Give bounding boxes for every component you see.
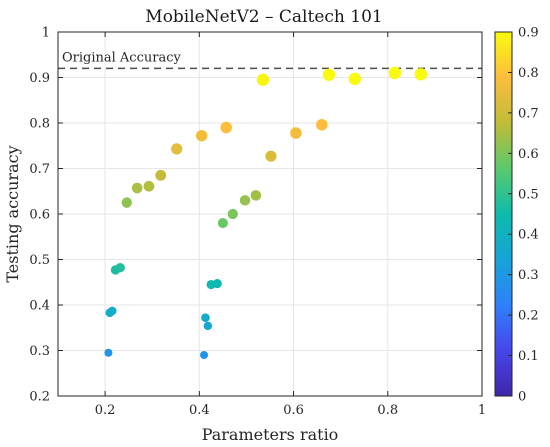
colorbar-tick-label: 0.7 [518,106,539,121]
colorbar-tick-label: 0.6 [518,147,539,162]
y-tick-label: 0.7 [29,162,50,177]
colorbar-tick-label: 0.8 [518,66,539,81]
x-tick-label: 0.2 [95,403,116,418]
colorbar-tick-label: 0.4 [518,228,539,243]
y-tick-label: 0.2 [29,390,50,405]
y-tick-label: 0.4 [29,299,50,314]
colorbar-ticks: 0 0.1 0.2 0.3 0.4 0.5 0.6 0.7 0.8 0.9 [508,26,539,405]
data-point [115,262,125,273]
data-point [290,127,302,139]
data-point [121,197,132,208]
x-axis-label: Parameters ratio [202,425,339,444]
y-tick-label: 0.8 [29,117,50,132]
y-axis-label: Testing accuracy [3,145,22,282]
data-point [217,218,228,229]
colorbar-tick-label: 0.2 [518,309,539,324]
data-point [239,195,251,206]
x-tick-label: 1 [478,403,486,418]
colorbar-frame [494,31,513,397]
original-accuracy-label: Original Accuracy [62,50,181,65]
colorbar-tick-label: 0.5 [518,187,539,202]
data-point [212,279,222,289]
data-point [388,66,402,80]
data-point [195,130,208,142]
y-tick-label: 0.9 [29,71,50,86]
data-point [104,348,113,357]
data-point [203,321,213,331]
data-point [200,351,209,360]
colorbar-tick-label: 0.1 [518,349,539,364]
data-point [131,182,143,194]
data-point [256,73,270,86]
colorbar [495,32,512,396]
data-point [155,169,167,181]
data-point [316,119,328,131]
x-tick-label: 0.4 [189,403,210,418]
colorbar-tick-label: 0 [518,390,526,405]
data-point [250,190,262,201]
y-tick-label: 0.3 [29,344,50,359]
colorbar-tick-label: 0.9 [518,26,539,41]
data-point [322,68,336,81]
x-tick-label: 0.8 [377,403,398,418]
data-points [104,66,427,360]
y-tick-label: 0.5 [29,253,50,268]
colorbar-tick-label: 0.3 [518,268,539,283]
data-point [201,313,210,323]
y-tick-label: 0.6 [29,208,50,223]
chart-title: MobileNetV2 – Caltech 101 [145,7,382,27]
x-axis: 0.2 0.4 0.6 0.8 1 [95,32,486,418]
y-axis: 0.2 0.3 0.4 0.5 0.6 0.7 0.8 0.9 1 [29,26,482,405]
data-point [265,150,277,162]
data-point [220,121,232,134]
data-point [143,180,155,192]
x-tick-label: 0.6 [283,403,304,418]
data-point [107,306,117,316]
grid [58,31,483,397]
y-tick-label: 1 [42,26,50,41]
data-point [414,68,427,81]
data-point [348,72,361,86]
data-point [171,143,183,155]
data-point [227,208,238,220]
